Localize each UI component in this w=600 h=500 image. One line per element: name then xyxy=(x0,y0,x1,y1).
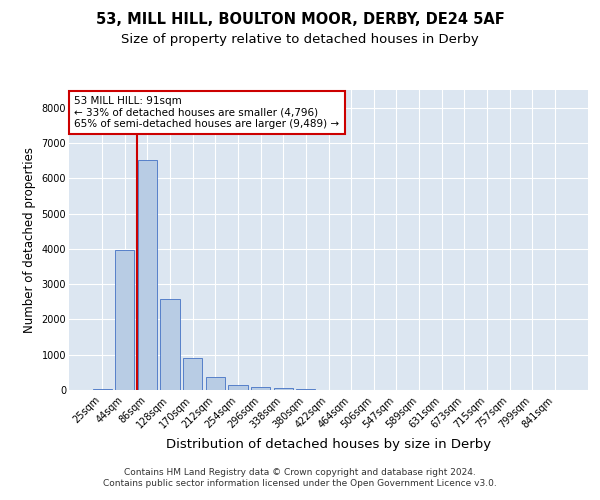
Bar xyxy=(229,384,248,390)
Bar xyxy=(274,388,293,390)
Y-axis label: Number of detached properties: Number of detached properties xyxy=(23,147,36,333)
Text: Contains HM Land Registry data © Crown copyright and database right 2024.
Contai: Contains HM Land Registry data © Crown c… xyxy=(103,468,497,487)
X-axis label: Distribution of detached houses by size in Derby: Distribution of detached houses by size … xyxy=(166,438,491,451)
Text: 53, MILL HILL, BOULTON MOOR, DERBY, DE24 5AF: 53, MILL HILL, BOULTON MOOR, DERBY, DE24… xyxy=(95,12,505,28)
Bar xyxy=(160,299,180,390)
Bar xyxy=(206,377,225,390)
Bar xyxy=(296,389,316,390)
Bar xyxy=(92,389,112,390)
Bar xyxy=(115,250,134,390)
Text: Size of property relative to detached houses in Derby: Size of property relative to detached ho… xyxy=(121,32,479,46)
Bar xyxy=(251,387,270,390)
Bar xyxy=(138,160,157,390)
Bar xyxy=(183,358,202,390)
Text: 53 MILL HILL: 91sqm
← 33% of detached houses are smaller (4,796)
65% of semi-det: 53 MILL HILL: 91sqm ← 33% of detached ho… xyxy=(74,96,340,129)
